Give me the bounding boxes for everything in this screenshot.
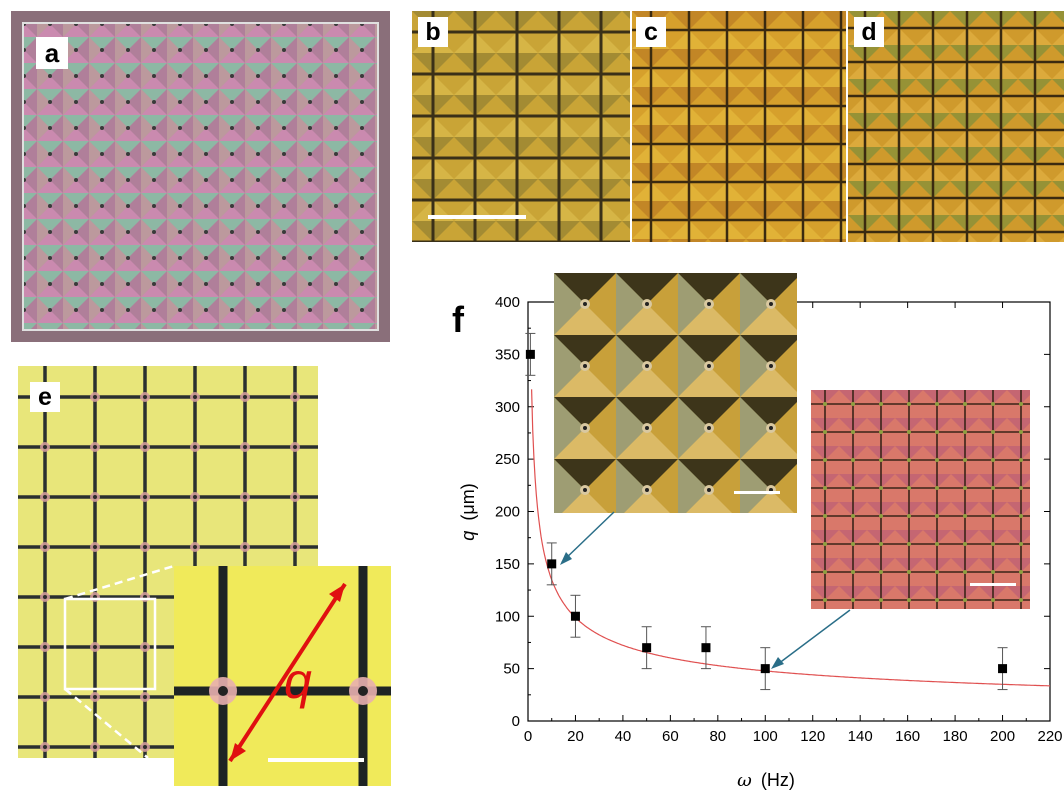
x-tick-label: 40 bbox=[615, 728, 632, 745]
panel-e-label: e bbox=[30, 382, 60, 412]
data-point bbox=[547, 559, 557, 569]
x-tick-label: 60 bbox=[662, 728, 679, 745]
fit-curve-group bbox=[531, 389, 1051, 687]
x-tick-label: 120 bbox=[800, 728, 825, 745]
panel-b-scale-bar bbox=[428, 215, 526, 219]
y-tick-label: 300 bbox=[495, 399, 520, 416]
panel-e-zoom-line-bottom bbox=[64, 688, 149, 759]
y-tick-label: 200 bbox=[495, 504, 520, 521]
fit-curve bbox=[531, 389, 1051, 687]
data-points-group bbox=[525, 332, 1008, 691]
panel-a-label: a bbox=[36, 37, 68, 69]
chart-inset-right-image bbox=[811, 390, 1030, 609]
y-axis-label: q (μm) bbox=[458, 483, 478, 540]
panel-a-image: a bbox=[11, 11, 390, 342]
panel-c-image: c bbox=[632, 11, 846, 242]
data-point bbox=[525, 349, 535, 359]
panel-e-image: q e bbox=[18, 366, 391, 786]
x-tick-label: 20 bbox=[567, 728, 584, 745]
y-tick-label: 150 bbox=[495, 556, 520, 573]
y-tick-label: 350 bbox=[495, 346, 520, 363]
x-tick-label: 100 bbox=[753, 728, 778, 745]
x-tick-label: 180 bbox=[943, 728, 968, 745]
panel-e-scale-bar bbox=[268, 758, 364, 762]
chart-inset-left-image bbox=[554, 273, 797, 513]
panel-b-image: b bbox=[412, 11, 630, 242]
x-tick-label: 0 bbox=[524, 728, 532, 745]
panel-d-image: d bbox=[848, 11, 1064, 242]
panel-e-inset-zoom bbox=[174, 566, 391, 786]
y-tick-label: 100 bbox=[495, 608, 520, 625]
panel-d-label: d bbox=[854, 17, 884, 47]
data-point bbox=[701, 643, 711, 653]
data-point bbox=[642, 643, 652, 653]
panel-c-label: c bbox=[636, 17, 666, 47]
x-tick-label: 160 bbox=[895, 728, 920, 745]
data-point bbox=[760, 664, 770, 674]
x-tick-label: 140 bbox=[848, 728, 873, 745]
y-tick-label: 250 bbox=[495, 451, 520, 468]
inset-right-scale-bar bbox=[970, 583, 1016, 586]
y-axis-symbol: q bbox=[458, 531, 478, 541]
panel-b-texture bbox=[412, 11, 630, 242]
chart-ticks: 0 20 40 60 80 100 120 140 160 180 200 220 0 50 100 150 2… bbox=[495, 294, 1063, 745]
inset-right-pointer-arrow bbox=[771, 609, 851, 669]
panel-d-texture bbox=[848, 11, 1064, 242]
panel-e-texture bbox=[18, 366, 391, 786]
x-axis-label: ω (Hz) bbox=[737, 770, 795, 791]
x-tick-label: 220 bbox=[1037, 728, 1062, 745]
data-point bbox=[570, 611, 580, 621]
inset-left-scale-bar bbox=[734, 491, 780, 494]
x-tick-label: 200 bbox=[990, 728, 1015, 745]
panel-e-zoom-line-top bbox=[64, 564, 175, 601]
q-arrow-label: q bbox=[284, 653, 312, 709]
panel-b-label: b bbox=[418, 17, 448, 47]
inset-left-pointer-arrow bbox=[560, 511, 615, 565]
panel-c-texture bbox=[632, 11, 846, 242]
x-axis-symbol: ω bbox=[737, 770, 752, 791]
x-tick-label: 80 bbox=[709, 728, 726, 745]
y-tick-label: 400 bbox=[495, 294, 520, 311]
q-arrow bbox=[228, 582, 347, 763]
y-tick-label: 50 bbox=[503, 661, 520, 678]
y-tick-label: 0 bbox=[512, 713, 520, 730]
y-axis-unit: (μm) bbox=[458, 483, 478, 520]
panel-f-label: f bbox=[452, 299, 464, 340]
panel-e-zoom-box bbox=[63, 597, 157, 691]
panel-a-texture bbox=[11, 11, 390, 342]
data-point bbox=[998, 664, 1008, 674]
x-axis-unit: (Hz) bbox=[761, 770, 795, 790]
